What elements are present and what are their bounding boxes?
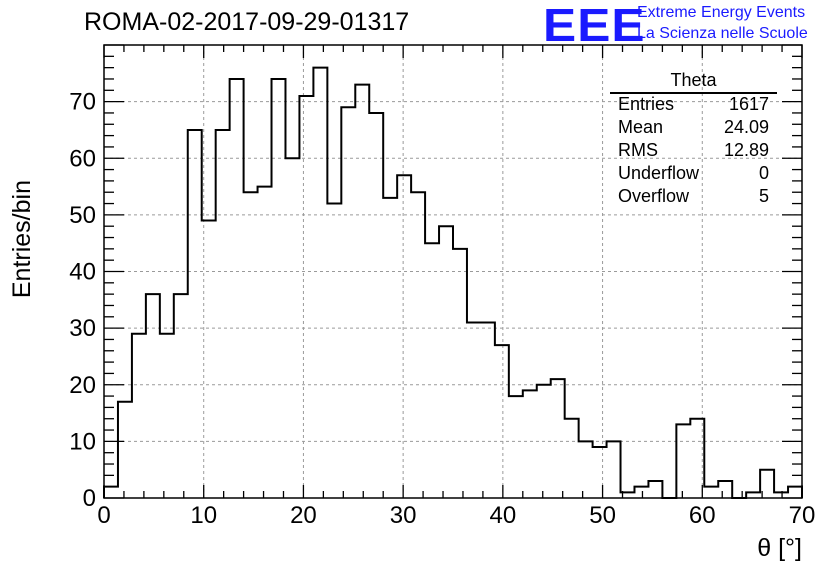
stat-row: Mean 24.09	[610, 117, 777, 140]
stat-label: Entries	[618, 94, 675, 114]
stat-label: RMS	[618, 140, 658, 160]
x-tick-label: 30	[390, 502, 417, 529]
y-tick-label: 50	[69, 202, 96, 229]
x-tick-labels: 0 10 20 30 40 50 60 70	[97, 502, 815, 529]
stat-label: Overflow	[618, 186, 690, 206]
stat-row: RMS 12.89	[610, 140, 777, 163]
x-tick-label: 50	[589, 502, 616, 529]
x-tick-label: 0	[97, 502, 110, 529]
grid-lines	[104, 45, 802, 498]
y-tick-label: 20	[69, 372, 96, 399]
x-tick-label: 10	[190, 502, 217, 529]
stat-label: Underflow	[618, 163, 700, 183]
y-tick-label: 60	[69, 145, 96, 172]
y-tick-labels: 0 10 20 30 40 50 60 70	[69, 89, 96, 512]
logo-mark: EEE	[543, 0, 646, 51]
x-tick-label: 40	[490, 502, 517, 529]
stat-row: Entries 1617	[610, 94, 777, 117]
x-tick-label: 20	[290, 502, 317, 529]
stat-value: 12.89	[723, 140, 769, 160]
y-tick-label: 10	[69, 428, 96, 455]
page-title: ROMA-02-2017-09-29-01317	[84, 8, 410, 36]
logo-line-1: Extreme Energy Events	[637, 4, 806, 21]
stat-value: 5	[758, 186, 769, 206]
histogram-outline	[103, 66, 803, 499]
y-tick-label: 30	[69, 315, 96, 342]
stats-box: Theta Entries 1617 Mean 24.09 RMS 12.89 …	[610, 70, 777, 209]
stat-label: Mean	[618, 117, 664, 137]
axis-ticks	[103, 44, 803, 499]
x-axis-label: θ [°]	[757, 534, 802, 562]
stat-value: 0	[758, 163, 769, 183]
stat-value: 24.09	[723, 117, 769, 137]
y-tick-label: 70	[69, 89, 96, 116]
x-tick-label: 70	[789, 502, 816, 529]
x-tick-label: 60	[689, 502, 716, 529]
y-tick-label: 0	[83, 485, 96, 512]
stat-value: 1617	[728, 94, 769, 114]
y-tick-label: 40	[69, 259, 96, 286]
y-axis-label: Entries/bin	[8, 180, 36, 298]
stats-title: Theta	[610, 70, 777, 94]
logo-line-2: La Scienza nelle Scuole	[637, 25, 808, 42]
stat-row: Underflow 0	[610, 163, 777, 186]
stat-row: Overflow 5	[610, 186, 777, 209]
